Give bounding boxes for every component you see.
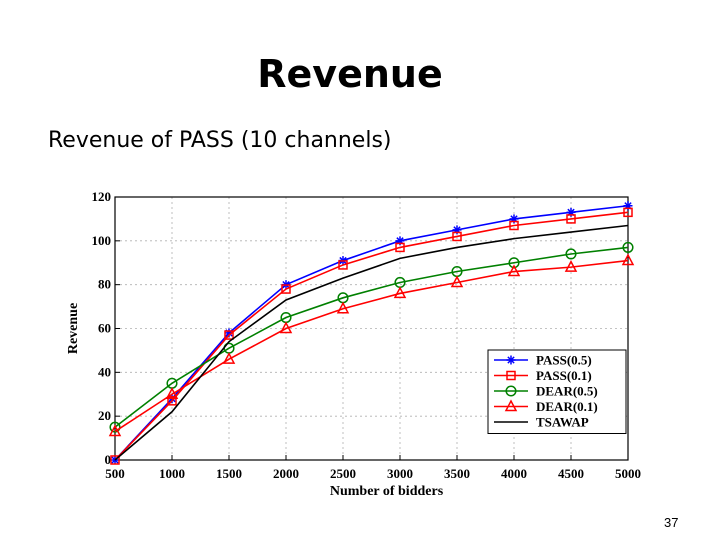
data-point-series-1 xyxy=(452,231,462,242)
revenue-line-chart: 0 20 40 60 80 100 120 500 1000 1500 2000 2500 3000 35… xyxy=(66,189,641,499)
data-point-series-2 xyxy=(565,248,577,260)
slide-subtitle: Revenue of PASS (10 channels) xyxy=(48,128,392,153)
data-point-series-3 xyxy=(621,253,635,266)
data-point-series-1 xyxy=(395,242,405,253)
y-tick-label: 60 xyxy=(98,321,111,336)
data-point-series-1 xyxy=(281,284,291,294)
legend-label-2: DEAR(0.5) xyxy=(536,384,598,399)
y-tick-label: 100 xyxy=(92,233,112,248)
data-point-series-3 xyxy=(564,260,578,272)
data-point-series-1 xyxy=(509,220,519,231)
data-point-series-1 xyxy=(566,214,576,224)
legend-marker-3 xyxy=(504,399,518,412)
y-tick-label: 40 xyxy=(98,364,111,379)
series-line-2 xyxy=(114,246,629,428)
series-line-4 xyxy=(114,224,629,461)
x-tick-label: 3500 xyxy=(444,466,470,481)
legend-marker-2 xyxy=(505,385,517,397)
y-tick-label: 20 xyxy=(98,408,111,423)
x-tick-label: 500 xyxy=(105,466,125,481)
x-tick-label: 5000 xyxy=(615,466,641,481)
data-point-series-1 xyxy=(338,260,348,270)
data-point-series-1 xyxy=(167,396,177,406)
series-line-1 xyxy=(114,211,629,461)
legend-label-0: PASS(0.5) xyxy=(536,353,592,368)
x-tick-label: 3000 xyxy=(387,466,413,481)
x-tick-label: 4000 xyxy=(501,466,527,481)
data-point-series-1 xyxy=(623,207,633,218)
data-point-series-2 xyxy=(622,241,634,253)
x-tick-label: 2500 xyxy=(330,466,356,481)
x-tick-label: 2000 xyxy=(273,466,299,481)
y-tick-label: 80 xyxy=(98,277,111,292)
y-axis-label: Revenue xyxy=(66,303,81,354)
data-point-series-3 xyxy=(222,352,236,364)
legend-marker-1 xyxy=(506,370,516,381)
data-point-series-3 xyxy=(108,424,122,437)
x-axis-label: Number of bidders xyxy=(330,484,444,499)
x-tick-label: 4500 xyxy=(558,466,584,481)
y-tick-label: 0 xyxy=(105,452,112,467)
data-point-series-2 xyxy=(109,421,121,433)
data-point-series-3 xyxy=(279,321,293,334)
x-tick-label: 1500 xyxy=(216,466,242,481)
legend-label-1: PASS(0.1) xyxy=(536,368,592,383)
legend-label-4: TSAWAP xyxy=(536,415,589,430)
data-point-series-3 xyxy=(450,275,464,288)
data-point-series-1 xyxy=(110,455,120,465)
data-point-series-3 xyxy=(165,387,179,399)
slide-title: Revenue xyxy=(257,52,443,96)
data-point-series-3 xyxy=(336,301,350,314)
x-tick-label: 1000 xyxy=(159,466,185,481)
y-tick-label: 120 xyxy=(92,189,112,204)
legend-label-3: DEAR(0.1) xyxy=(536,399,598,414)
data-point-series-3 xyxy=(507,264,521,277)
legend-marker-0 xyxy=(506,355,516,365)
data-point-series-1 xyxy=(224,330,234,340)
page-number: 37 xyxy=(664,515,679,530)
data-point-series-3 xyxy=(393,286,407,299)
